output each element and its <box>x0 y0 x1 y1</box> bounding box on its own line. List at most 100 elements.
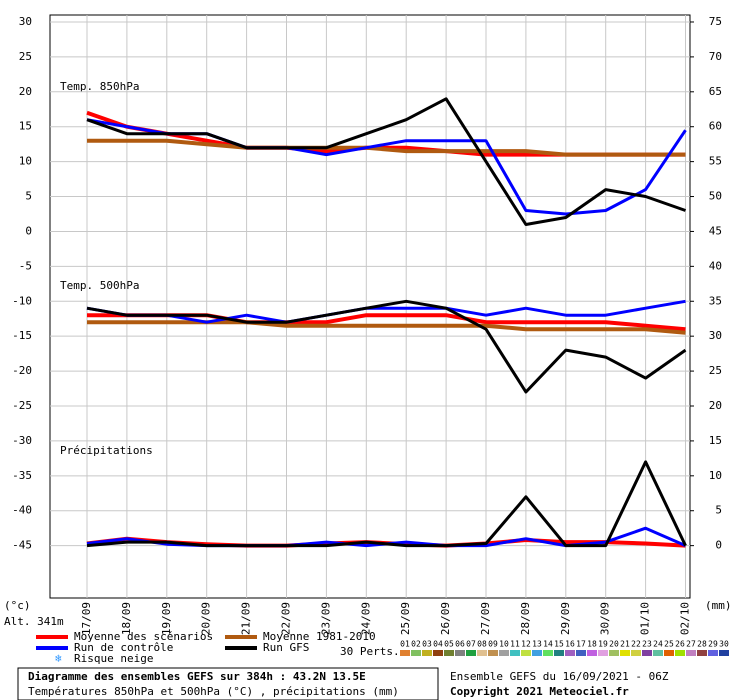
x-tick-label: 23/09 <box>319 602 332 635</box>
y-tick-label: -25 <box>12 399 32 412</box>
y2-tick-label: 40 <box>709 259 722 272</box>
series-line <box>86 299 687 394</box>
x-tick-label: 21/09 <box>240 602 253 635</box>
x-tick-label: 28/09 <box>519 602 532 635</box>
footer-box <box>17 667 439 700</box>
legend-label: Run de contrôle <box>74 641 173 654</box>
pert-label: 06 <box>455 640 465 649</box>
y-unit: (°c) <box>4 599 31 612</box>
pert-swatch <box>642 650 652 656</box>
y-tick-label: -10 <box>12 294 32 307</box>
y-tick-label: 25 <box>19 50 32 63</box>
pert-swatch <box>455 650 465 656</box>
pert-label: 17 <box>576 640 586 649</box>
y2-tick-label: 75 <box>709 15 722 28</box>
pert-swatch <box>587 650 597 656</box>
footer-copyright: Copyright 2021 Meteociel.fr <box>450 685 629 698</box>
x-tick-label: 02/10 <box>679 602 692 635</box>
pert-swatch <box>532 650 542 656</box>
pert-label: 05 <box>444 640 454 649</box>
y-tick-label: -45 <box>12 539 32 552</box>
x-tick-label: 22/09 <box>280 602 293 635</box>
pert-swatch <box>565 650 575 656</box>
x-tick-label: 25/09 <box>399 602 412 635</box>
pert-label: 30 <box>719 640 729 649</box>
y-tick-label: -30 <box>12 434 32 447</box>
series-line <box>86 97 686 226</box>
pert-label: 23 <box>642 640 652 649</box>
legend-label: Moyenne des scénarios <box>74 630 213 643</box>
y2-tick-label: 20 <box>709 399 722 412</box>
pert-swatch <box>708 650 718 656</box>
y-tick-label: -5 <box>19 259 32 272</box>
pert-label: 01 <box>400 640 410 649</box>
pert-label: 15 <box>554 640 564 649</box>
x-tick-label: 27/09 <box>479 602 492 635</box>
pert-swatch <box>686 650 696 656</box>
pert-swatch <box>631 650 641 656</box>
pert-swatch <box>697 650 707 656</box>
y2-tick-label: 55 <box>709 155 722 168</box>
series-line <box>86 460 687 548</box>
panel-title: Temp. 850hPa <box>60 80 139 93</box>
pert-label: 03 <box>422 640 432 649</box>
x-tick-label: 20/09 <box>200 602 213 635</box>
y-tick-label: -15 <box>12 329 32 342</box>
snow-icon: ❄ <box>55 652 62 665</box>
pert-swatch <box>400 650 410 656</box>
x-tick-label: 18/09 <box>120 602 133 635</box>
pert-label: 13 <box>532 640 542 649</box>
y2-tick-label: 45 <box>709 224 722 237</box>
pert-label: 10 <box>499 640 509 649</box>
y-tick-label: -35 <box>12 469 32 482</box>
y2-tick-label: 50 <box>709 190 722 203</box>
y-tick-label: -20 <box>12 364 32 377</box>
pert-swatch <box>554 650 564 656</box>
y-tick-label: 20 <box>19 85 32 98</box>
pert-swatch <box>433 650 443 656</box>
pert-label: 20 <box>609 640 619 649</box>
perts-label: 30 Perts. <box>340 645 400 658</box>
y2-tick-label: 65 <box>709 85 722 98</box>
pert-label: 28 <box>697 640 707 649</box>
pert-swatch <box>466 650 476 656</box>
y2-tick-label: 25 <box>709 364 722 377</box>
pert-label: 16 <box>565 640 575 649</box>
pert-label: 25 <box>664 640 674 649</box>
x-tick-label: 24/09 <box>359 602 372 635</box>
pert-label: 19 <box>598 640 608 649</box>
x-tick-label: 19/09 <box>160 602 173 635</box>
pert-swatch <box>477 650 487 656</box>
y2-tick-label: 30 <box>709 329 722 342</box>
pert-label: 09 <box>488 640 498 649</box>
y2-tick-label: 35 <box>709 294 722 307</box>
pert-label: 07 <box>466 640 476 649</box>
pert-swatch <box>543 650 553 656</box>
pert-swatch <box>521 650 531 656</box>
pert-label: 22 <box>631 640 641 649</box>
panel-title: Temp. 500hPa <box>60 279 139 292</box>
y-tick-label: 5 <box>25 190 32 203</box>
series-line <box>87 320 686 335</box>
pert-swatch <box>422 650 432 656</box>
series-line <box>87 138 686 157</box>
pert-swatch <box>576 650 586 656</box>
footer-subtitle: Températures 850hPa et 500hPa (°C) , pré… <box>28 685 399 698</box>
y-tick-label: 10 <box>19 155 32 168</box>
pert-swatch <box>488 650 498 656</box>
pert-swatch <box>499 650 509 656</box>
pert-label: 29 <box>708 640 718 649</box>
y-tick-label: 15 <box>19 120 32 133</box>
pert-swatch <box>444 650 454 656</box>
y-tick-label: -40 <box>12 504 32 517</box>
pert-swatch <box>598 650 608 656</box>
snow-label: Risque neige <box>74 652 153 665</box>
footer-title: Diagramme des ensembles GEFS sur 384h : … <box>28 670 366 683</box>
pert-swatch <box>653 650 663 656</box>
pert-swatch <box>719 650 729 656</box>
pert-swatch <box>609 650 619 656</box>
pert-swatch <box>675 650 685 656</box>
altitude: Alt. 341m <box>4 615 64 628</box>
x-tick-label: 29/09 <box>559 602 572 635</box>
